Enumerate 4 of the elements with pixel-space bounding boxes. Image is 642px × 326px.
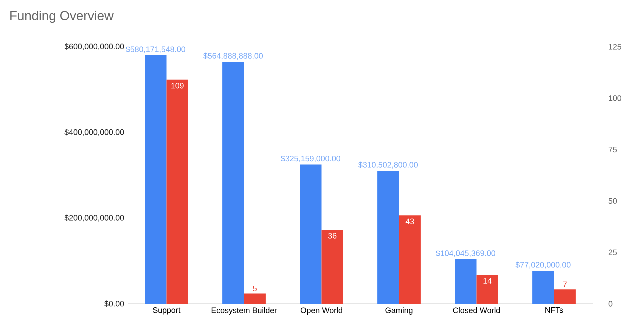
bar — [244, 294, 266, 304]
chart-title: Funding Overview — [10, 10, 114, 24]
bar — [222, 62, 244, 304]
bar — [532, 271, 554, 304]
